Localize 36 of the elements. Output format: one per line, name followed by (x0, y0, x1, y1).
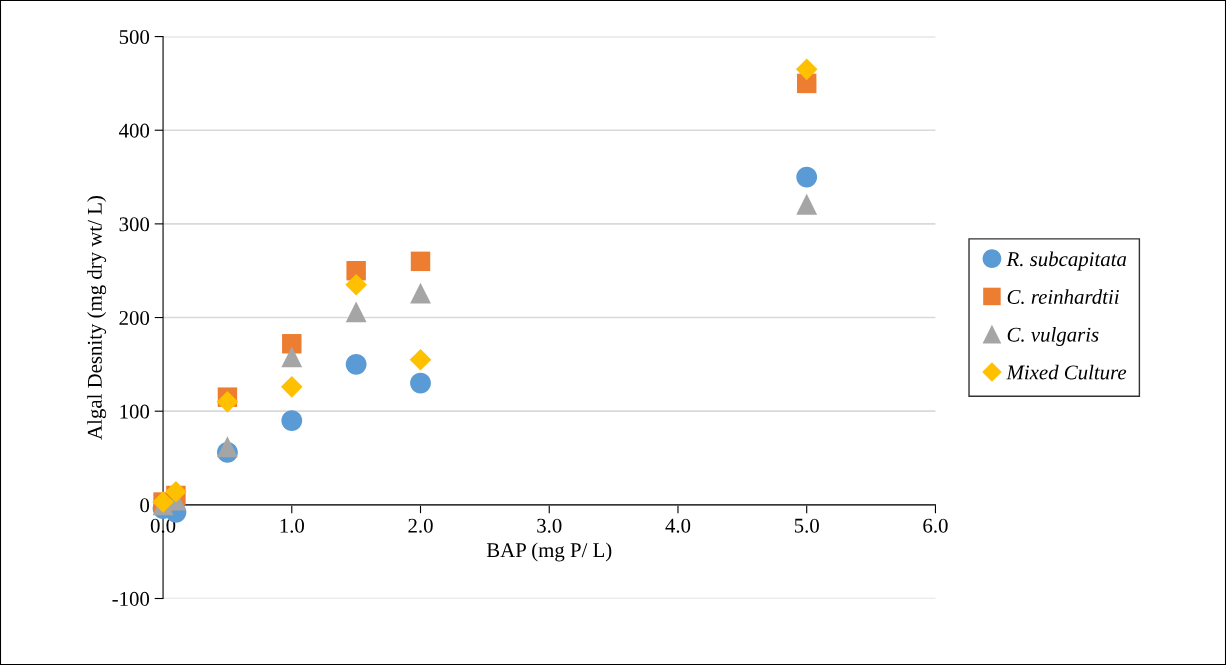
point (409, 348, 432, 371)
x-tick-label: 5.0 (794, 518, 819, 533)
point (410, 251, 431, 272)
y-tick-label: 100 (120, 404, 150, 419)
x-axis-title: BAP (mg P/ L) (486, 542, 612, 562)
y-axis-title: Algal Desnity (mg dry wt/ L) (87, 196, 107, 440)
y-tick-label: 300 (119, 217, 150, 232)
x-tick-label: 4.0 (665, 518, 691, 533)
point (216, 391, 239, 413)
point (410, 282, 431, 304)
point (345, 273, 367, 296)
x-tick-label: 3.0 (537, 518, 562, 533)
point (345, 353, 367, 375)
legend-label: C. reinhardtii (1007, 289, 1119, 305)
legend-label: Mixed Culture (1006, 364, 1127, 380)
point (281, 346, 303, 368)
point (280, 376, 303, 398)
point (281, 410, 303, 431)
legend-label: R. subcapitata (1006, 251, 1127, 271)
y-tick-label: 0 (140, 498, 150, 513)
x-tick-label: 6.0 (923, 518, 948, 533)
point (165, 480, 187, 503)
x-tick-label: 2.0 (408, 518, 433, 533)
y-tick-label: 500 (119, 29, 150, 45)
y-tick-label: -100 (112, 591, 150, 606)
point (345, 301, 367, 323)
point (217, 436, 238, 458)
point (282, 334, 302, 354)
point (796, 193, 818, 215)
point (795, 58, 818, 81)
legend-label: C. vulgaris (1007, 327, 1099, 346)
point (796, 166, 818, 188)
y-tick-label: 200 (119, 310, 150, 325)
x-tick-label: 1.0 (280, 518, 305, 533)
y-tick-label: 400 (119, 123, 150, 138)
point (410, 372, 431, 394)
